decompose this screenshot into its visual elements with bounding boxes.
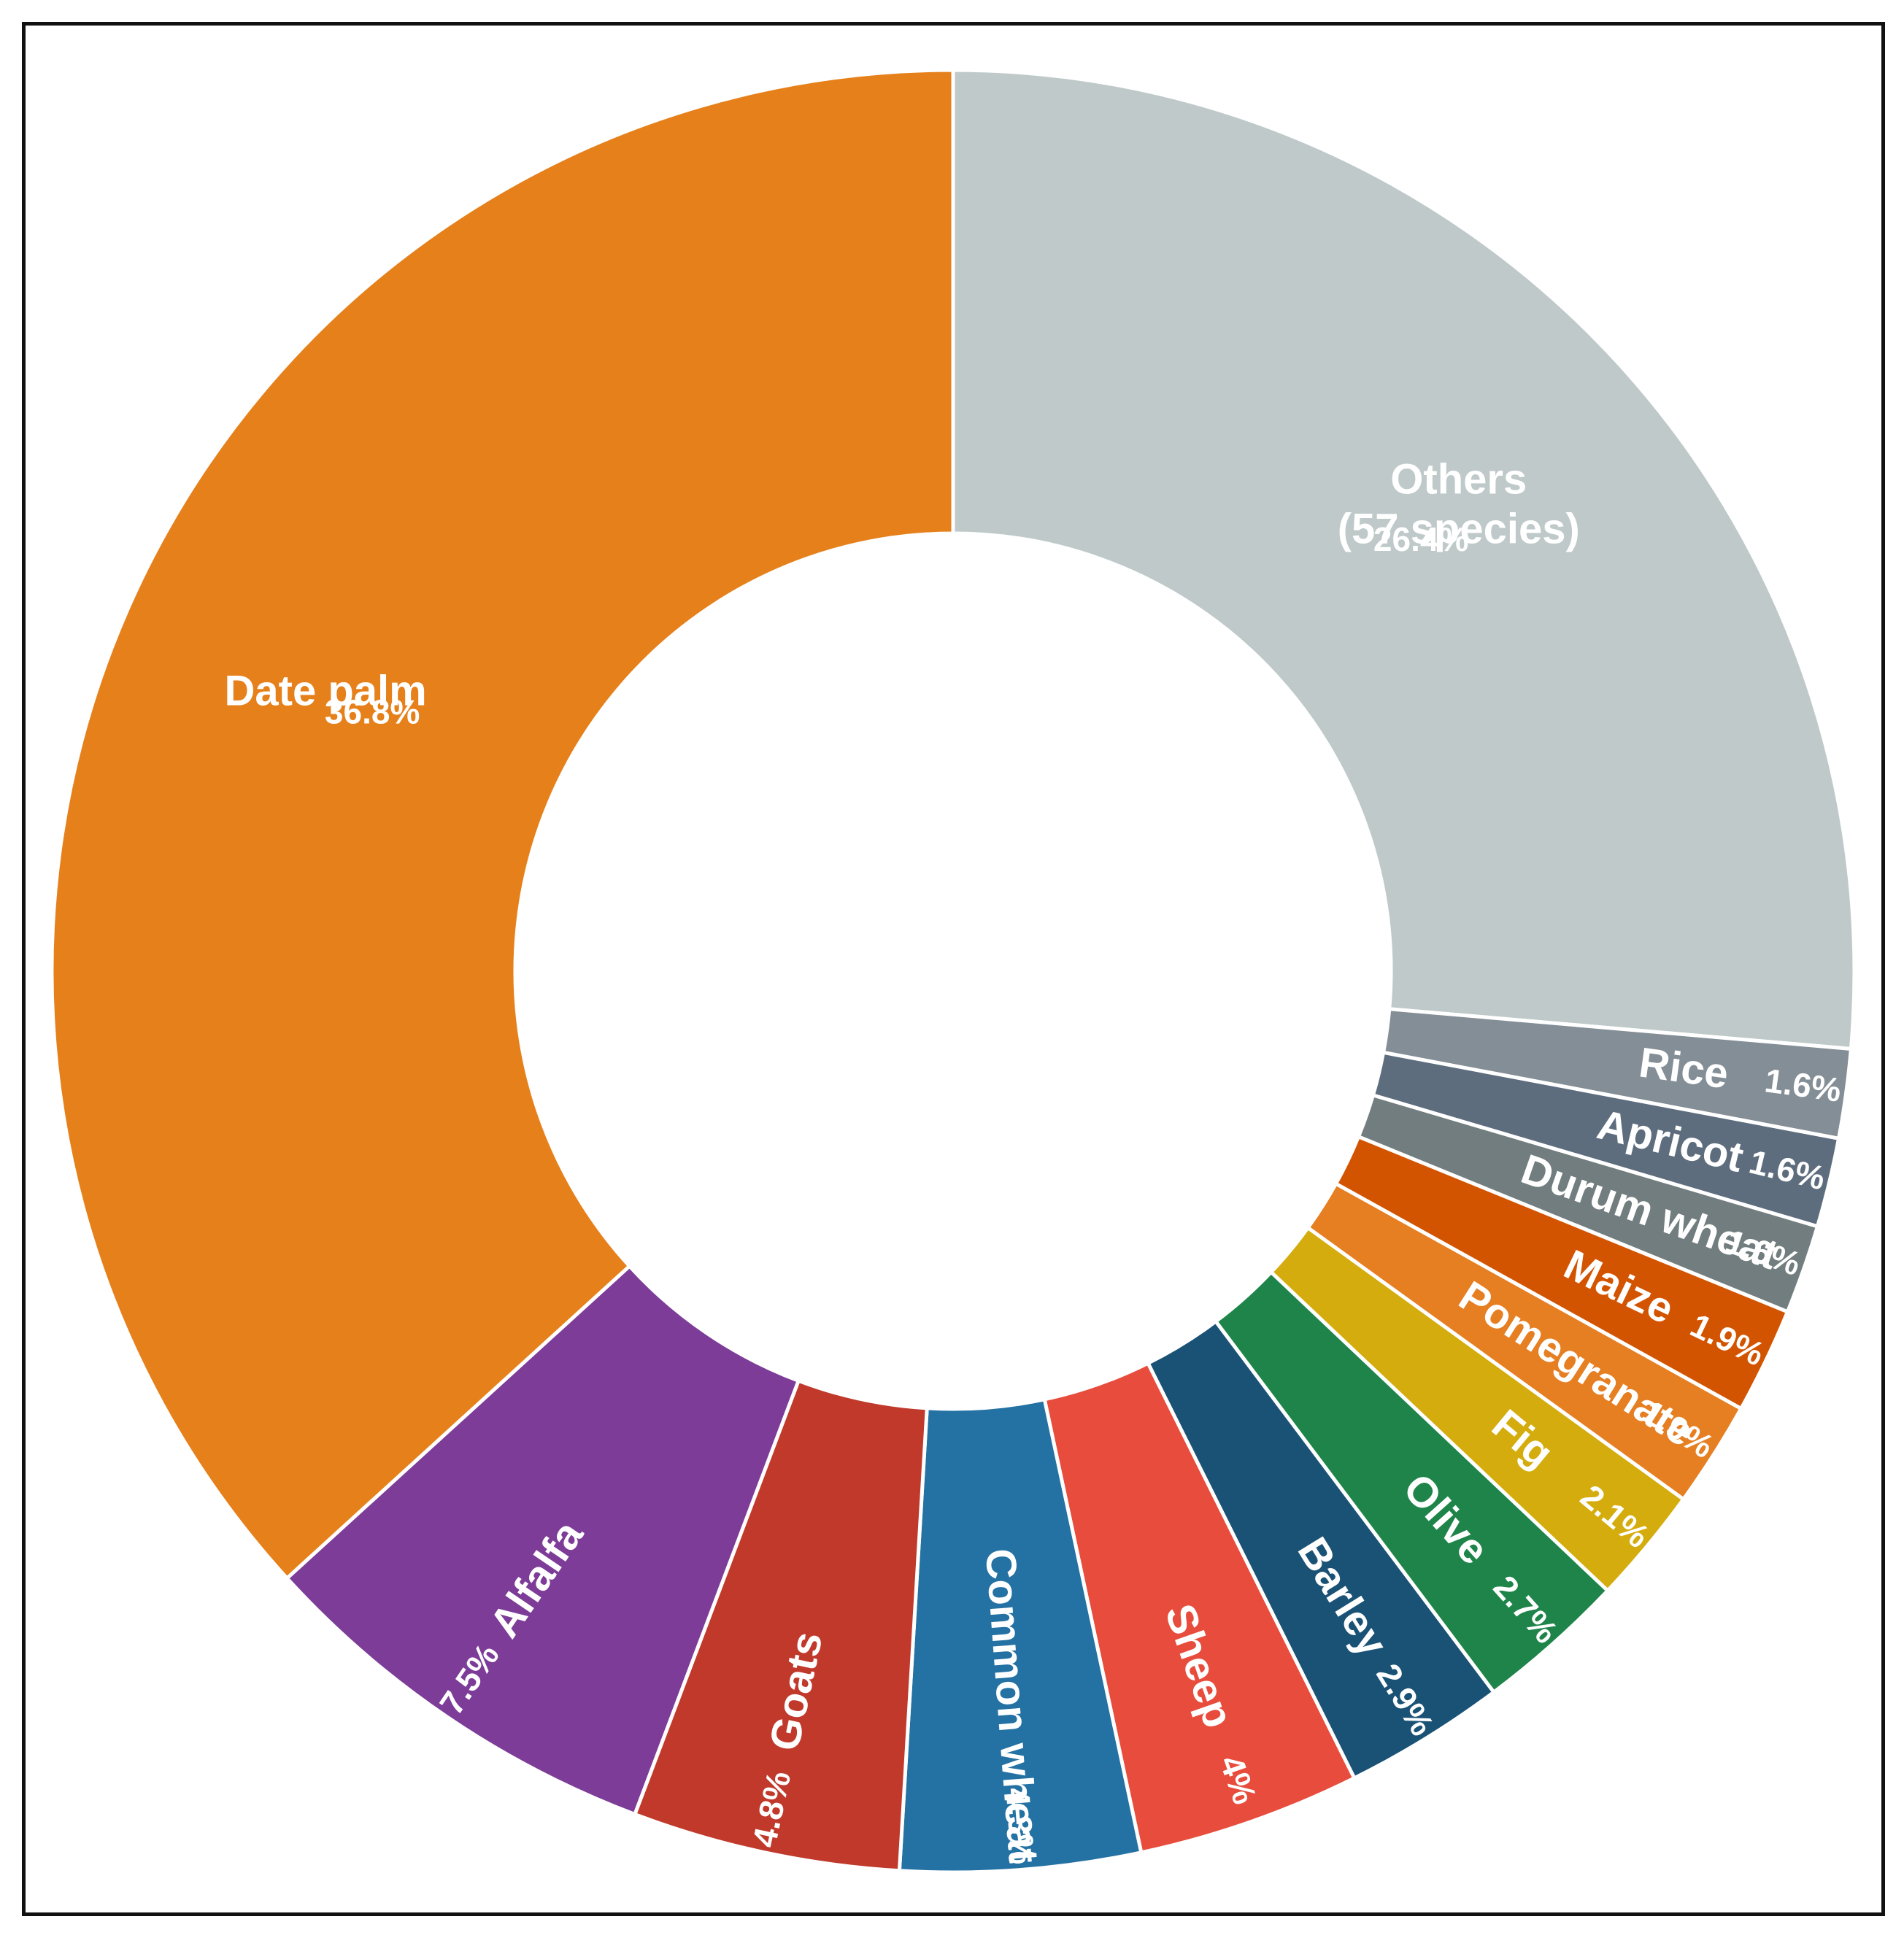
slice-others-57-species xyxy=(951,68,1857,1051)
chart-frame xyxy=(22,22,1885,1916)
pct-label-common-wheat: 4.3% xyxy=(998,1786,1042,1865)
slice-alfalfa xyxy=(284,1263,801,1817)
donut-slices xyxy=(50,68,1857,1875)
label-others-57-species: Others (57 species) xyxy=(1338,456,1580,553)
pct-label-date-palm: 36.8% xyxy=(325,693,420,731)
slice-date-palm xyxy=(50,68,955,1581)
pct-label-others-57-species: 26.4% xyxy=(1373,520,1468,558)
label-date-palm: Date palm xyxy=(225,668,427,715)
